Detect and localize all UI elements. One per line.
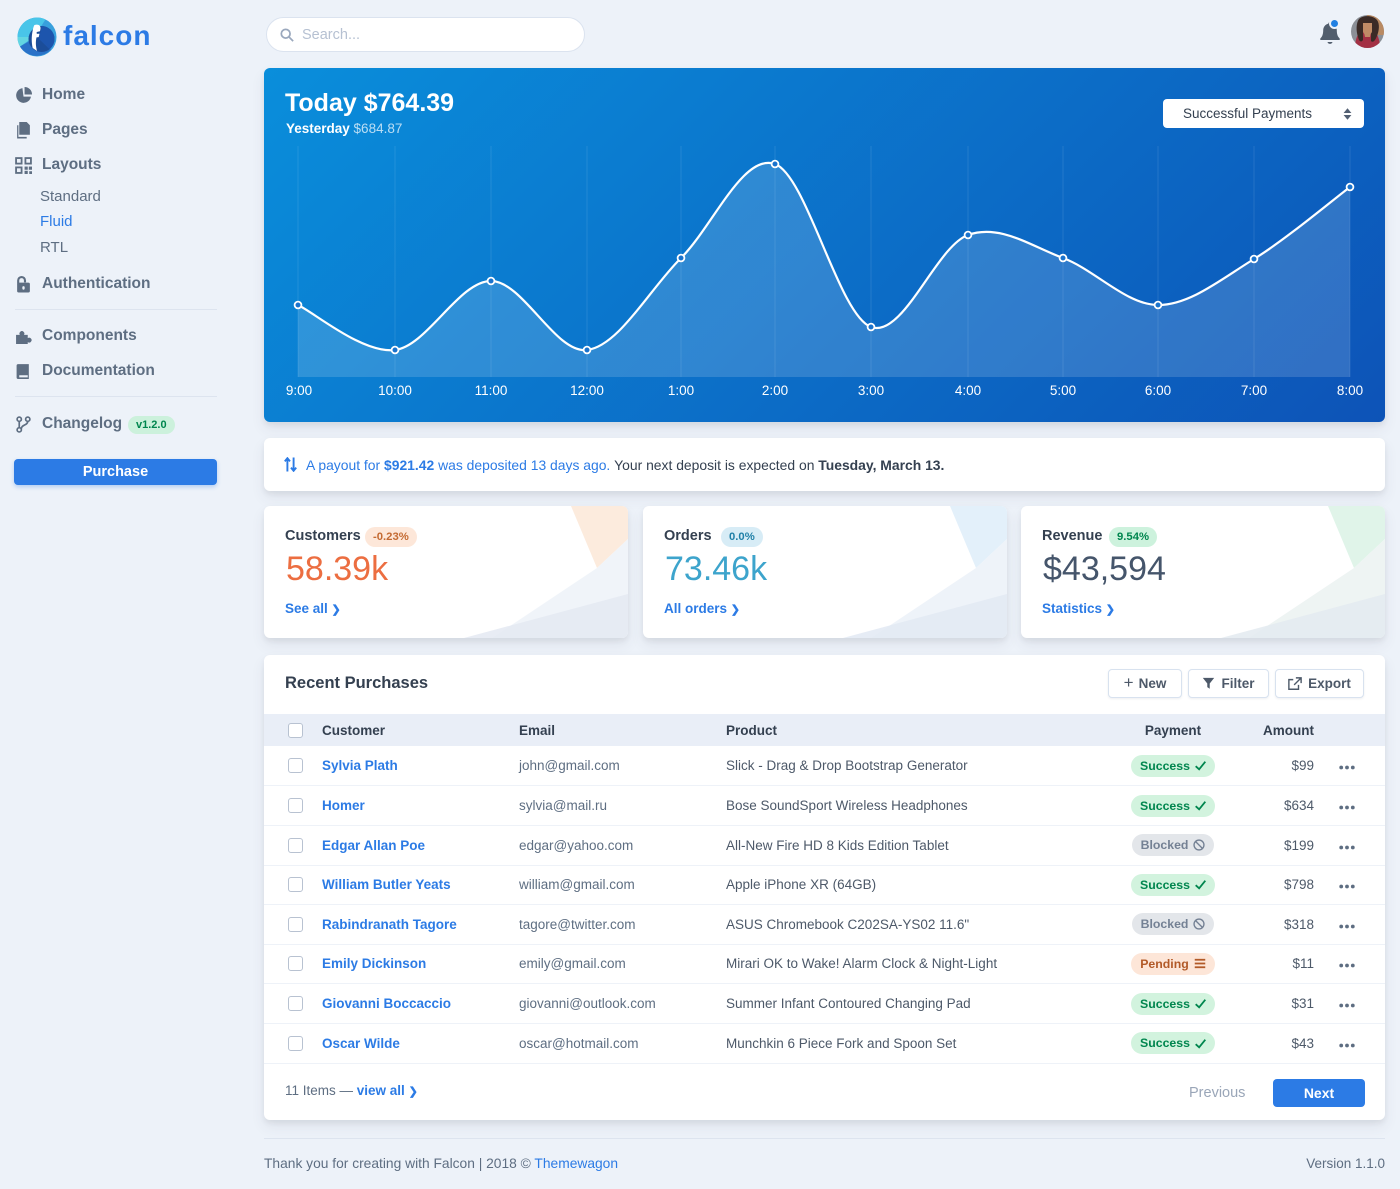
- svg-text:10:00: 10:00: [378, 383, 412, 398]
- svg-text:4:00: 4:00: [955, 383, 981, 398]
- svg-text:12:00: 12:00: [570, 383, 604, 398]
- svg-text:6:00: 6:00: [1145, 383, 1171, 398]
- svg-text:8:00: 8:00: [1337, 383, 1363, 398]
- svg-text:3:00: 3:00: [858, 383, 884, 398]
- svg-text:9:00: 9:00: [286, 383, 312, 398]
- svg-text:11:00: 11:00: [475, 383, 508, 398]
- svg-text:5:00: 5:00: [1050, 383, 1076, 398]
- svg-text:7:00: 7:00: [1241, 383, 1267, 398]
- svg-text:1:00: 1:00: [668, 383, 694, 398]
- svg-text:2:00: 2:00: [762, 383, 788, 398]
